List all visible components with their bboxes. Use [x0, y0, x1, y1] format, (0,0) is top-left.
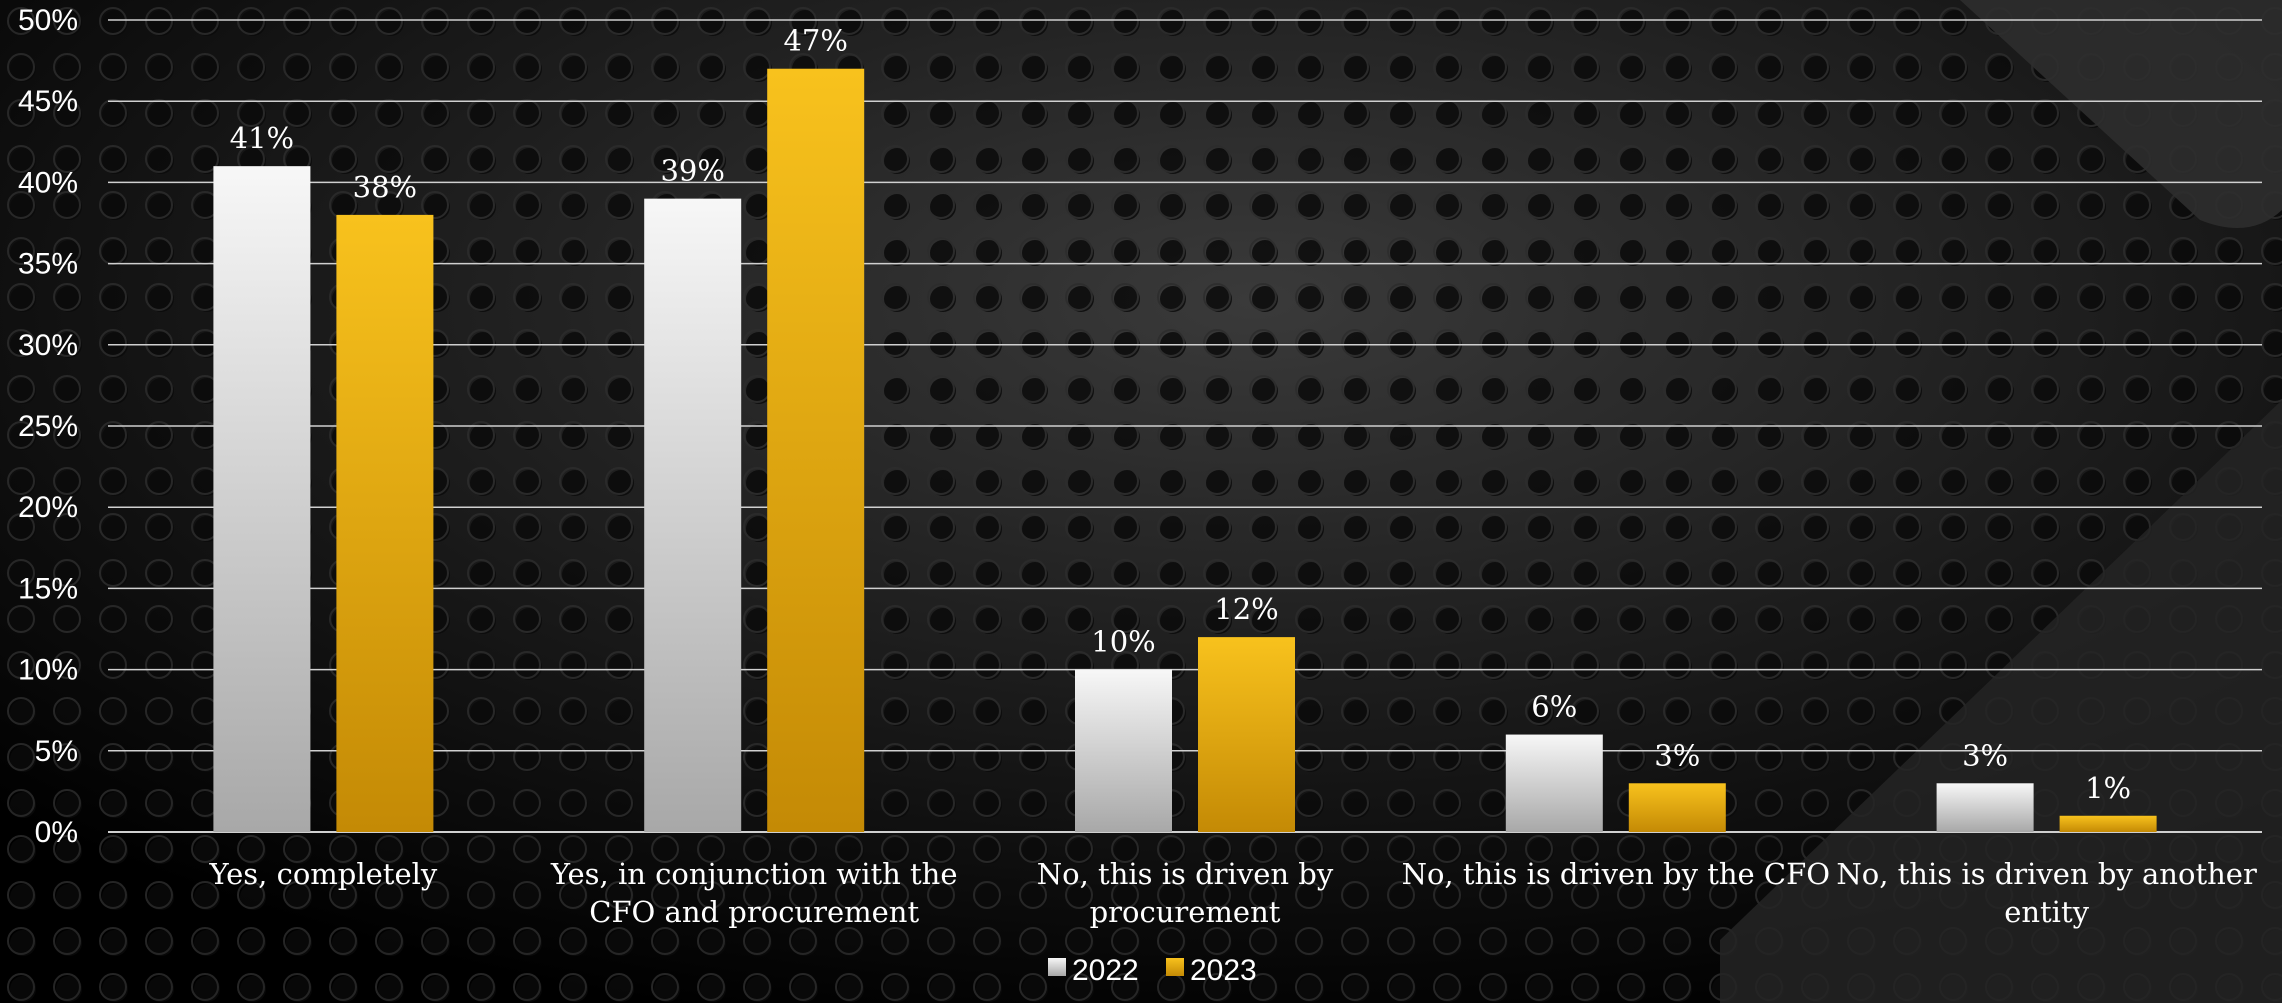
y-tick-label: 0%: [35, 816, 78, 849]
bars: [213, 68, 2157, 833]
y-tick-label: 25%: [18, 410, 78, 443]
bar-2022-2: [1075, 669, 1172, 832]
y-tick-label: 10%: [18, 654, 78, 687]
legend-label-2022: 2022: [1072, 954, 1139, 987]
data-label-2023-4: 1%: [2085, 771, 2131, 805]
data-label-2023-3: 3%: [1654, 738, 1700, 772]
bar-2022-0: [213, 166, 311, 832]
y-axis-tick-labels: 0% 5% 10% 15% 20% 25% 30% 35% 40% 45% 50%: [18, 4, 78, 849]
bar-2023-1: [767, 68, 865, 833]
legend-label-2023: 2023: [1190, 954, 1257, 987]
legend: 2022 2023: [1048, 954, 1257, 987]
data-label-2022-0: 41%: [230, 121, 294, 155]
x-axis-category-labels: Yes, completely Yes, in conjunction with …: [209, 857, 2257, 929]
legend-swatch-2022: [1048, 958, 1066, 976]
data-label-2022-4: 3%: [1962, 738, 2008, 772]
legend-swatch-2023: [1166, 958, 1184, 976]
y-tick-label: 20%: [18, 491, 78, 524]
y-tick-label: 35%: [18, 248, 78, 281]
bar-2023-4: [2059, 815, 2157, 832]
data-label-2023-2: 12%: [1214, 592, 1278, 626]
data-label-2023-1: 47%: [783, 24, 847, 58]
category-label-0: Yes, completely: [209, 857, 438, 891]
category-label-2: No, this is driven by procurement: [1037, 857, 1334, 929]
category-label-4: No, this is driven by another entity: [1836, 857, 2257, 929]
category-label-1: Yes, in conjunction with the CFO and proc…: [550, 857, 958, 929]
y-tick-label: 40%: [18, 166, 78, 199]
data-label-2022-1: 39%: [660, 154, 724, 188]
data-labels: 41% 38% 39% 47% 10% 12% 6% 3% 3% 1%: [230, 24, 2131, 805]
y-tick-label: 45%: [18, 85, 78, 118]
bar-2023-2: [1198, 637, 1295, 832]
gridlines: [108, 19, 2262, 833]
y-tick-label: 50%: [18, 4, 78, 37]
bar-2022-4: [1936, 783, 2034, 832]
y-tick-label: 15%: [18, 572, 78, 605]
data-label-2022-2: 10%: [1091, 625, 1155, 659]
bar-2022-1: [644, 198, 742, 832]
category-label-3: No, this is driven by the CFO: [1402, 857, 1830, 891]
bar-2022-3: [1505, 734, 1603, 832]
y-tick-label: 30%: [18, 329, 78, 362]
bar-2023-3: [1628, 783, 1726, 832]
bar-2023-0: [336, 214, 434, 832]
y-tick-label: 5%: [35, 735, 78, 768]
data-label-2023-0: 38%: [353, 170, 417, 204]
data-label-2022-3: 6%: [1531, 690, 1577, 724]
